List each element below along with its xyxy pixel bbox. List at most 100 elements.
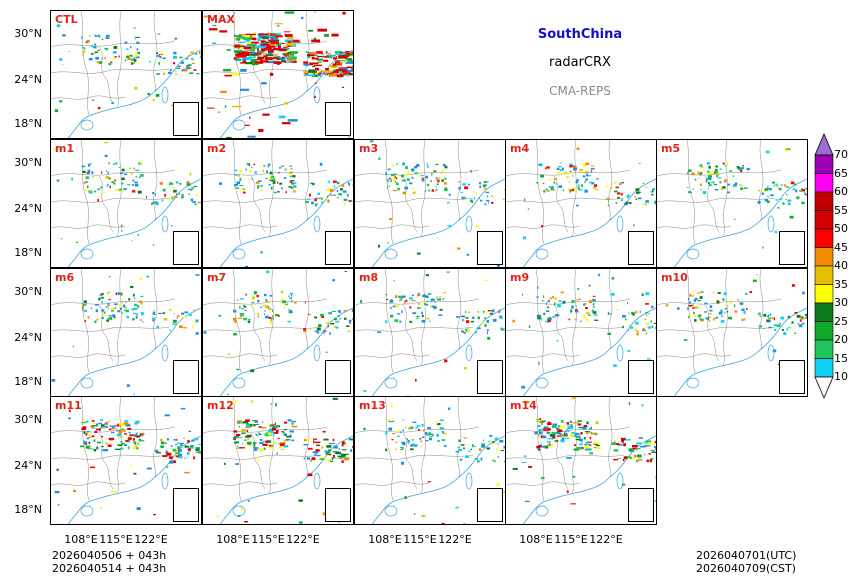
radar-echo [236,55,246,58]
radar-echo [475,191,478,194]
radar-echo [252,297,254,299]
radar-echo [801,187,803,190]
radar-echo [781,329,784,331]
radar-echo [195,193,198,197]
radar-echo [186,66,190,70]
radar-echo [286,435,291,438]
radar-echo [134,54,138,57]
panel-m2: m2 [202,139,354,268]
radar-echo [258,129,264,132]
radar-echo [485,181,489,183]
radar-echo [481,443,486,446]
radar-echo [400,431,402,433]
radar-echo [693,299,697,302]
radar-echo [233,317,237,321]
radar-echo [100,419,103,421]
province-border [305,11,310,92]
radar-echo [263,165,266,167]
province-border [51,95,126,100]
radar-echo [528,466,533,468]
radar-echo [645,200,650,203]
radar-echo [419,437,422,440]
radar-echo [286,47,290,50]
radar-echo [178,325,183,328]
radar-echo [309,62,319,65]
radar-echo [277,190,280,193]
radar-echo [266,170,268,173]
radar-echo [713,292,715,294]
province-border [571,140,577,237]
radar-echo [590,426,592,430]
radar-echo [416,425,421,427]
radar-echo [551,432,557,435]
map-canvas [51,269,201,396]
radar-echo [87,430,90,433]
radar-echo [290,299,293,303]
radar-echo [128,298,131,301]
province-border [232,11,242,116]
radar-echo [594,184,598,187]
radar-echo [256,435,259,437]
radar-echo [486,329,490,331]
radar-echo [166,450,168,453]
radar-echo [114,56,117,58]
radar-echo [240,507,243,510]
radar-echo [787,327,791,329]
radar-echo [707,182,710,184]
radar-echo [487,336,491,340]
radar-echo [336,64,341,67]
radar-echo [156,73,160,75]
radar-echo [536,419,541,422]
radar-echo [611,292,615,296]
radar-echo [315,51,323,54]
radar-echo [614,440,616,444]
radar-echo [502,198,505,200]
radar-echo [120,292,123,296]
radar-echo [283,46,288,48]
province-border [506,224,581,229]
lat-tick-label: 18°N [14,117,42,130]
radar-echo [628,312,630,314]
radar-echo [268,316,272,319]
radar-echo [622,441,624,444]
radar-echo [268,444,271,447]
radar-echo [292,185,297,188]
radar-echo [289,292,294,295]
province-border [232,397,242,502]
radar-echo [406,178,410,181]
radar-echo [543,295,545,299]
panel-ctl: CTL [50,10,202,139]
radar-echo [131,59,135,61]
radar-echo [117,292,120,295]
radar-echo [420,175,424,177]
radar-echo [310,182,313,185]
radar-echo [424,189,426,193]
radar-echo [132,318,135,320]
radar-echo [480,457,483,461]
radar-echo [191,439,195,442]
radar-echo [85,445,91,448]
province-border [98,432,114,490]
radar-echo [239,447,245,449]
coastline [371,178,505,267]
radar-echo [804,192,806,195]
radar-echo [251,424,255,426]
radar-echo [787,202,791,206]
radar-echo [341,70,351,73]
radar-echo [136,507,141,510]
radar-echo [503,445,505,449]
radar-echo [194,53,198,55]
radar-echo [707,175,712,178]
radar-echo [233,430,238,433]
radar-echo [549,179,552,181]
province-border [553,304,569,362]
radar-echo [97,49,100,52]
province-border [305,269,310,350]
radar-echo [543,426,548,429]
radar-echo [92,176,94,178]
radar-echo [260,185,263,187]
radar-echo [233,333,238,336]
radar-echo [461,444,465,446]
radar-echo [328,187,330,190]
radar-echo [349,53,353,56]
